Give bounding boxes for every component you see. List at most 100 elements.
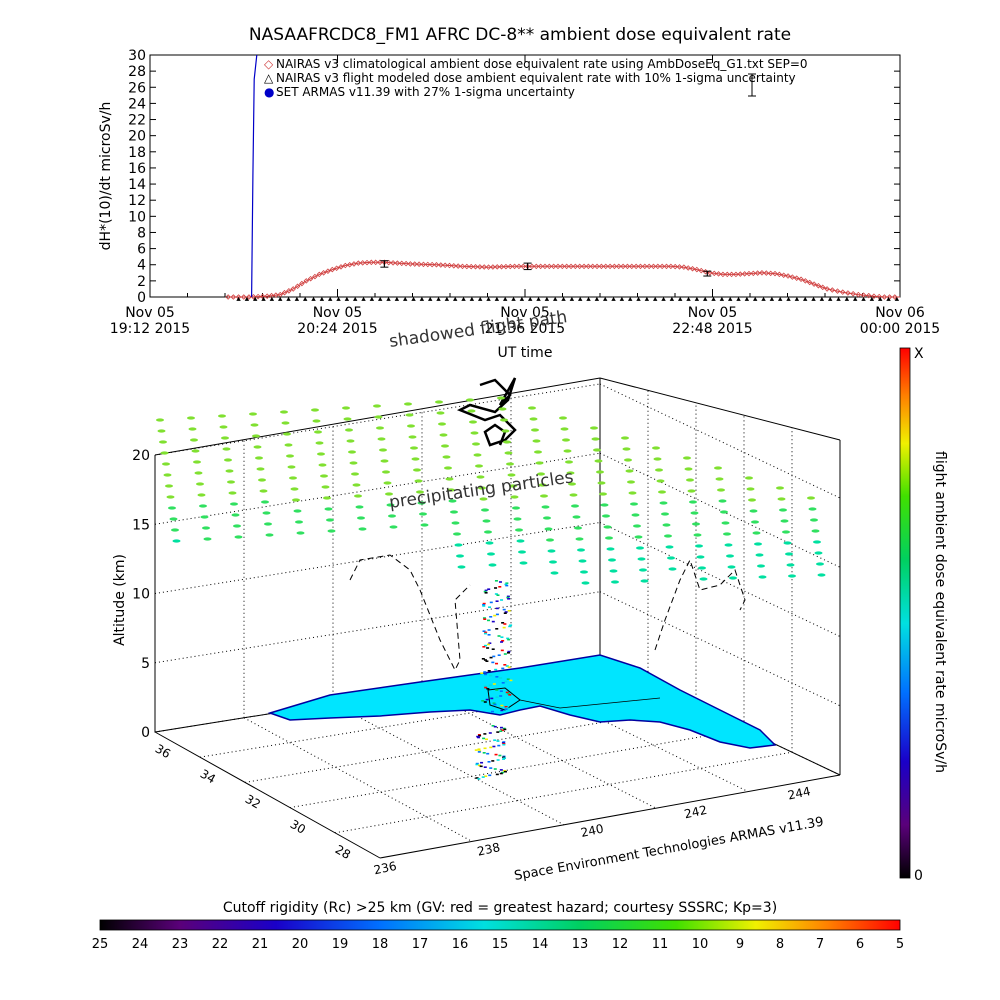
- ground-track-segment: [479, 765, 483, 768]
- flight-dose-segment: [495, 696, 499, 698]
- particle-marker: [693, 533, 702, 537]
- particle-marker: [698, 566, 706, 570]
- particle-marker: [726, 554, 734, 558]
- particle-marker: [602, 514, 610, 518]
- particle-marker: [814, 551, 823, 555]
- flight-dose-segment: [506, 637, 510, 640]
- ground-track-segment: [503, 770, 507, 773]
- flight-dose-segment: [483, 701, 487, 703]
- floor-grid-line: [332, 703, 565, 826]
- particle-marker: [810, 518, 818, 522]
- particle-marker: [689, 500, 697, 504]
- particle-marker: [162, 462, 170, 466]
- climatological-point: [529, 263, 535, 270]
- ground-track-segment: [496, 740, 500, 742]
- flight-modeled-point: [528, 296, 533, 301]
- particle-marker: [314, 430, 322, 434]
- particle-marker: [358, 527, 367, 531]
- particle-marker: [571, 504, 579, 508]
- climatological-point: [715, 271, 722, 277]
- climatological-point: [433, 261, 440, 268]
- climatological-point: [468, 263, 474, 270]
- particle-marker: [357, 516, 365, 520]
- climatological-point: [615, 263, 622, 270]
- climatological-point: [659, 263, 665, 270]
- climatological-point: [281, 289, 288, 296]
- particle-marker: [447, 488, 455, 492]
- flight-dose-segment: [493, 614, 497, 617]
- particle-marker: [656, 479, 665, 483]
- flight-modeled-point: [294, 296, 300, 301]
- climatological-point: [316, 271, 323, 278]
- flight-dose-segment: [487, 634, 491, 636]
- ts-x-tick-label-time: 00:00 2015: [860, 321, 940, 337]
- particle-marker: [196, 482, 204, 486]
- climatological-point: [865, 292, 872, 299]
- particle-marker: [758, 575, 767, 579]
- flight-dose-segment: [485, 698, 489, 701]
- flight-dose-segment: [482, 630, 486, 632]
- particle-marker: [376, 426, 384, 430]
- flight-dose-segment: [483, 659, 487, 661]
- particle-marker: [746, 487, 755, 491]
- ground-track-segment: [499, 726, 503, 729]
- climatological-point: [572, 263, 579, 270]
- flight-dose-segment: [483, 590, 487, 593]
- particle-marker: [470, 431, 479, 435]
- particle-marker: [479, 497, 488, 501]
- climatological-point: [264, 293, 270, 299]
- climatological-point: [689, 266, 696, 272]
- flight-modeled-point: [269, 296, 275, 301]
- climatological-point: [834, 288, 841, 294]
- particle-marker: [200, 515, 209, 519]
- climatological-point: [312, 273, 318, 280]
- flight-dose-segment: [500, 709, 504, 712]
- particle-marker: [451, 521, 460, 525]
- flight-dose-segment: [486, 619, 490, 622]
- cutoff-rigidity-tick-label: 18: [372, 937, 389, 952]
- climatological-point: [494, 264, 500, 270]
- flight-dose-segment: [481, 700, 485, 702]
- particle-marker: [283, 432, 291, 436]
- flight-dose-segment: [485, 660, 489, 662]
- flight-modeled-point: [303, 296, 308, 301]
- altitude-ticks: 0 5 10 15 20: [132, 448, 150, 741]
- climatological-point: [481, 264, 487, 270]
- flight-dose-segment: [484, 673, 488, 676]
- particle-marker: [453, 532, 461, 536]
- particle-marker: [379, 448, 387, 452]
- flight-modeled-point: [769, 296, 775, 301]
- flight-dose-segment: [490, 710, 494, 713]
- particle-marker: [599, 492, 607, 496]
- particle-marker: [625, 469, 634, 473]
- ground-track-segment: [489, 767, 493, 769]
- climatological-point: [594, 263, 600, 270]
- particle-marker: [165, 484, 173, 488]
- particle-marker: [405, 413, 414, 417]
- particle-marker: [779, 508, 787, 512]
- flight-modeled-point: [453, 296, 458, 301]
- flight-modeled-point: [686, 296, 691, 301]
- climatological-point: [793, 275, 800, 281]
- ground-track-segment: [493, 768, 497, 770]
- particle-marker: [420, 523, 429, 527]
- climatological-point: [581, 263, 587, 270]
- particle-marker: [475, 464, 483, 468]
- particle-marker: [258, 478, 266, 482]
- particle-marker: [724, 543, 733, 547]
- particle-marker: [441, 444, 449, 448]
- ts-x-tick-label-date: Nov 05: [313, 305, 363, 321]
- flight-dose-segment: [494, 593, 498, 595]
- particle-marker: [572, 515, 581, 519]
- particle-marker: [600, 503, 609, 507]
- particle-marker: [559, 416, 567, 420]
- particle-marker: [414, 479, 423, 483]
- flight-dose-segment: [507, 666, 511, 668]
- particle-marker: [786, 563, 795, 567]
- flight-dose-segment: [482, 605, 486, 607]
- particle-marker: [410, 446, 418, 450]
- flight-modeled-point: [378, 296, 383, 301]
